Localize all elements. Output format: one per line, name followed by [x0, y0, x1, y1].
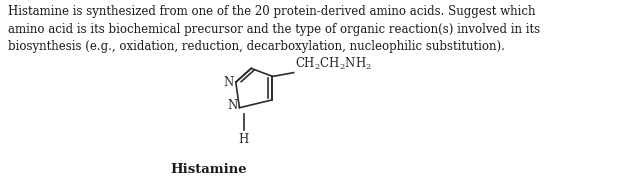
Text: $\mathregular{CH_2CH_2NH_2}$: $\mathregular{CH_2CH_2NH_2}$ — [295, 56, 372, 72]
Text: N: N — [228, 100, 238, 112]
Text: N: N — [224, 76, 234, 89]
Text: Histamine: Histamine — [170, 163, 246, 176]
Text: H: H — [239, 133, 249, 146]
Text: Histamine is synthesized from one of the 20 protein-derived amino acids. Suggest: Histamine is synthesized from one of the… — [8, 5, 540, 53]
